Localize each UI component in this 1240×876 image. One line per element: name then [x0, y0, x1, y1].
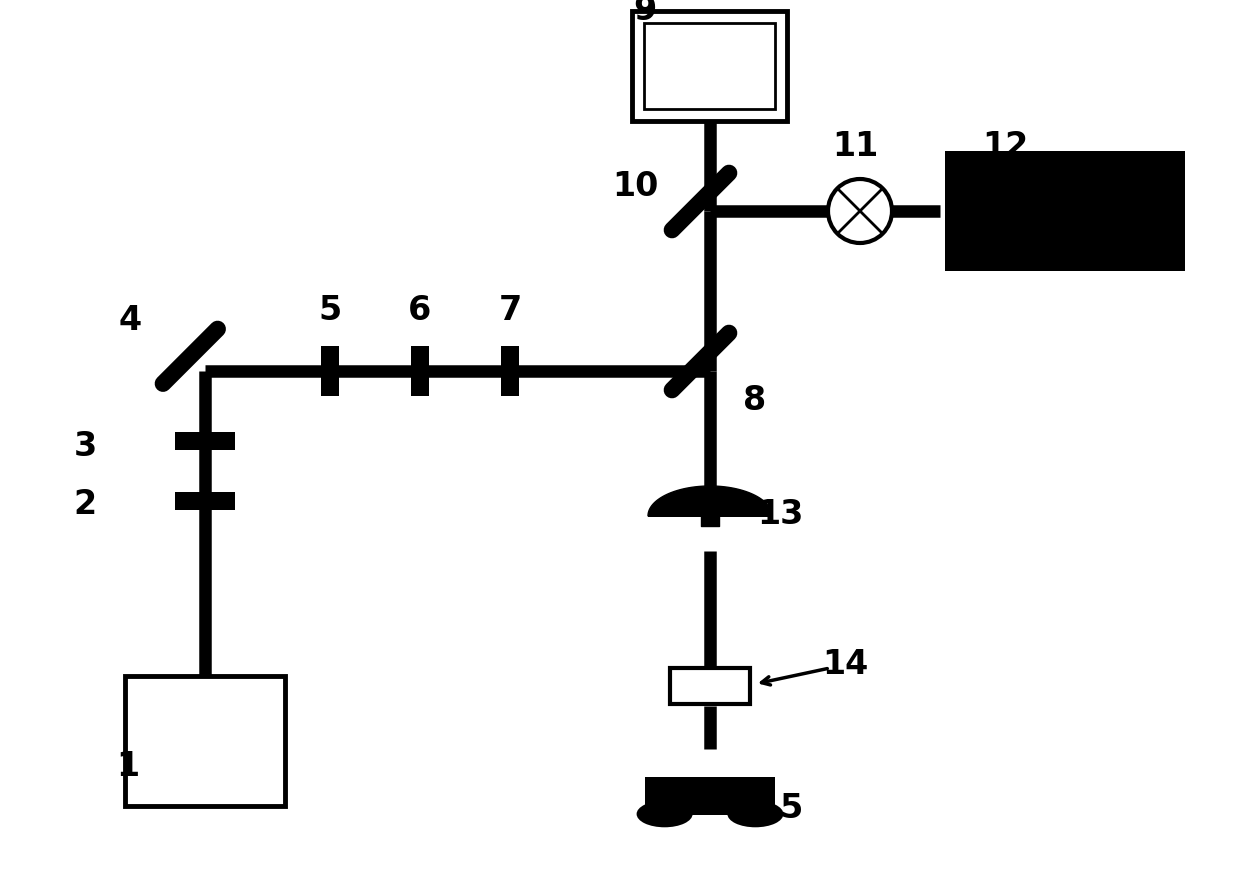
Bar — [632, 11, 787, 121]
Text: 5: 5 — [319, 294, 342, 328]
Text: 9: 9 — [634, 0, 657, 27]
Text: 14: 14 — [822, 647, 868, 681]
Bar — [410, 346, 429, 396]
Bar — [175, 492, 236, 510]
Bar — [645, 23, 775, 109]
Circle shape — [828, 179, 892, 243]
Bar — [321, 346, 339, 396]
Text: 4: 4 — [119, 305, 141, 337]
Bar — [670, 668, 750, 704]
Bar — [125, 676, 285, 806]
Text: 2: 2 — [73, 488, 97, 520]
Text: 6: 6 — [408, 294, 432, 328]
Bar — [501, 346, 520, 396]
Text: 12: 12 — [982, 130, 1028, 163]
Text: 10: 10 — [611, 169, 658, 202]
Text: 3: 3 — [73, 429, 97, 463]
Polygon shape — [649, 486, 773, 516]
Text: 11: 11 — [832, 130, 878, 163]
Text: 1: 1 — [117, 750, 140, 782]
Bar — [645, 777, 775, 815]
Bar — [175, 432, 236, 450]
Text: 7: 7 — [498, 294, 522, 328]
Text: 15: 15 — [756, 792, 804, 824]
Text: 13: 13 — [756, 498, 804, 531]
Bar — [945, 151, 1185, 271]
Text: 8: 8 — [743, 385, 766, 418]
Ellipse shape — [728, 801, 784, 827]
Ellipse shape — [636, 801, 693, 827]
